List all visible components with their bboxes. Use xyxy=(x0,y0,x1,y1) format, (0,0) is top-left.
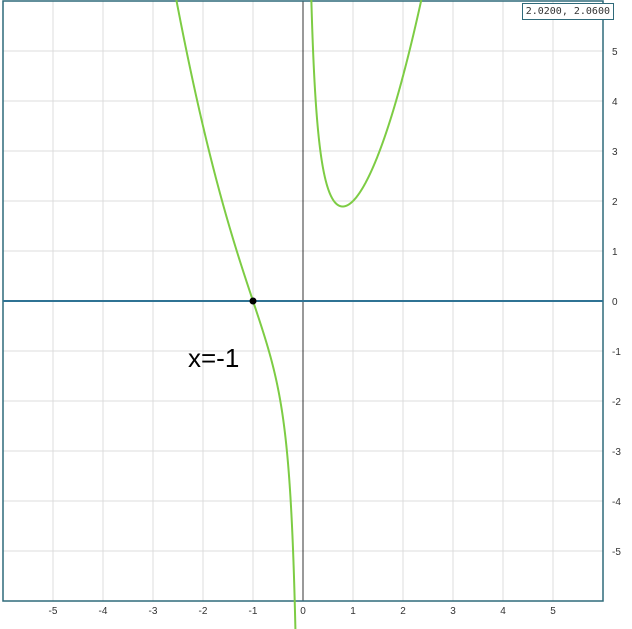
y-tick-label: 3 xyxy=(612,147,618,158)
y-tick-label: 5 xyxy=(612,47,618,58)
x-tick-label: -4 xyxy=(99,606,108,617)
root-point xyxy=(249,297,257,305)
x-tick-label: 0 xyxy=(300,606,306,617)
x-tick-label: -1 xyxy=(249,606,258,617)
y-tick-label: -1 xyxy=(612,347,621,358)
y-tick-label: 0 xyxy=(612,297,618,308)
x-tick-label: 1 xyxy=(350,606,356,617)
y-tick-label: -5 xyxy=(612,547,621,558)
x-tick-label: -3 xyxy=(149,606,158,617)
coordinate-readout: 2.0200, 2.0600 xyxy=(521,3,614,20)
y-tick-label: -2 xyxy=(612,397,621,408)
curve-right-branch xyxy=(310,0,423,208)
y-tick-label: 1 xyxy=(612,247,618,258)
curve-left-branch xyxy=(175,0,297,629)
x-tick-label: 5 xyxy=(550,606,556,617)
y-tick-label: 4 xyxy=(612,97,618,108)
x-tick-label: 2 xyxy=(400,606,406,617)
x-tick-label: 4 xyxy=(500,606,506,617)
x-tick-label: -5 xyxy=(49,606,58,617)
x-tick-label: -2 xyxy=(199,606,208,617)
y-tick-label: -4 xyxy=(612,497,621,508)
y-tick-label: -3 xyxy=(612,447,621,458)
x-tick-label: 3 xyxy=(450,606,456,617)
y-tick-label: 2 xyxy=(612,197,618,208)
root-annotation: x=-1 xyxy=(188,343,239,373)
